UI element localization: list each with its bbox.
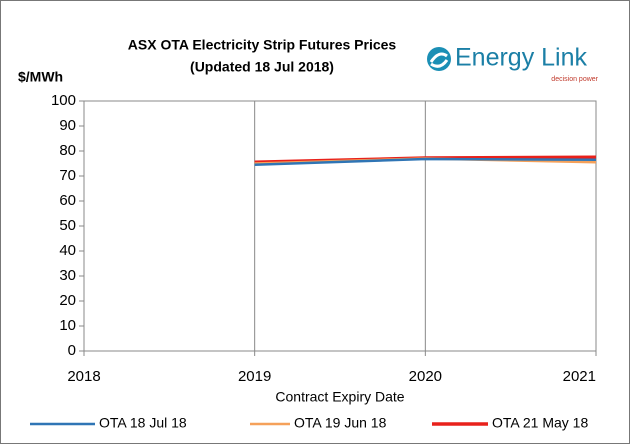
- y-tick-label: 80: [59, 142, 76, 159]
- x-tick-label: 2021: [563, 368, 596, 385]
- x-tick-label: 2020: [409, 368, 442, 385]
- logo: Energy Link decision power: [427, 44, 599, 83]
- y-axis-label: $/MWh: [18, 69, 63, 85]
- legend-label: OTA 19 Jun 18: [294, 415, 387, 431]
- y-tick-label: 0: [68, 342, 76, 359]
- y-tick-label: 20: [59, 292, 76, 309]
- y-tick-label: 30: [59, 267, 76, 284]
- x-tick-label: 2019: [238, 368, 271, 385]
- x-tick-label: 2018: [67, 368, 100, 385]
- x-axis-label: Contract Expiry Date: [275, 389, 404, 405]
- y-tick-label: 90: [59, 117, 76, 134]
- y-tick-label: 70: [59, 167, 76, 184]
- y-tick-label: 100: [51, 92, 76, 109]
- legend-label: OTA 18 Jul 18: [99, 415, 187, 431]
- legend-label: OTA 21 May 18: [492, 415, 588, 431]
- y-tick-label: 40: [59, 242, 76, 259]
- logo-tagline: decision power: [551, 76, 598, 83]
- logo-name: Energy Link: [455, 44, 588, 72]
- y-tick-label: 50: [59, 217, 76, 234]
- chart-title: ASX OTA Electricity Strip Futures Prices: [128, 37, 397, 53]
- chart-subtitle: (Updated 18 Jul 2018): [190, 59, 334, 75]
- series-line: [254, 157, 597, 166]
- y-tick-label: 60: [59, 192, 76, 209]
- logo-icon-swirl: [429, 52, 449, 68]
- y-tick-label: 10: [59, 317, 76, 334]
